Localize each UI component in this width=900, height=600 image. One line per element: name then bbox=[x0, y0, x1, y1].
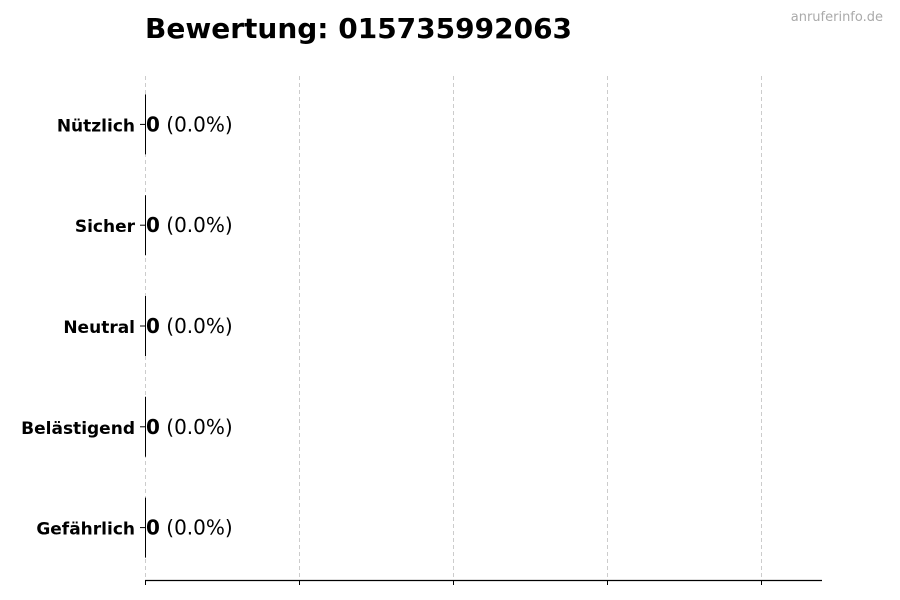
category-label: Sicher bbox=[75, 217, 136, 237]
category-label: Neutral bbox=[63, 318, 135, 338]
chart-title: Bewertung: 015735992063 bbox=[145, 12, 573, 45]
value-label: 0 (0.0%) bbox=[146, 415, 233, 439]
value-percent: (0.0%) bbox=[160, 314, 233, 338]
category-label: Gefährlich bbox=[36, 520, 135, 540]
value-count: 0 bbox=[146, 213, 160, 237]
value-count: 0 bbox=[146, 415, 160, 439]
value-count: 0 bbox=[146, 516, 160, 540]
value-count: 0 bbox=[146, 314, 160, 338]
value-label: 0 (0.0%) bbox=[146, 516, 233, 540]
value-percent: (0.0%) bbox=[160, 415, 233, 439]
value-label: 0 (0.0%) bbox=[146, 213, 233, 237]
category-label: Nützlich bbox=[57, 116, 135, 136]
value-percent: (0.0%) bbox=[160, 213, 233, 237]
value-label: 0 (0.0%) bbox=[146, 314, 233, 338]
value-label: 0 (0.0%) bbox=[146, 112, 233, 136]
category-label: Belästigend bbox=[21, 419, 135, 439]
value-percent: (0.0%) bbox=[160, 112, 233, 136]
value-count: 0 bbox=[146, 112, 160, 136]
watermark: anruferinfo.de bbox=[790, 10, 883, 25]
value-percent: (0.0%) bbox=[160, 516, 233, 540]
